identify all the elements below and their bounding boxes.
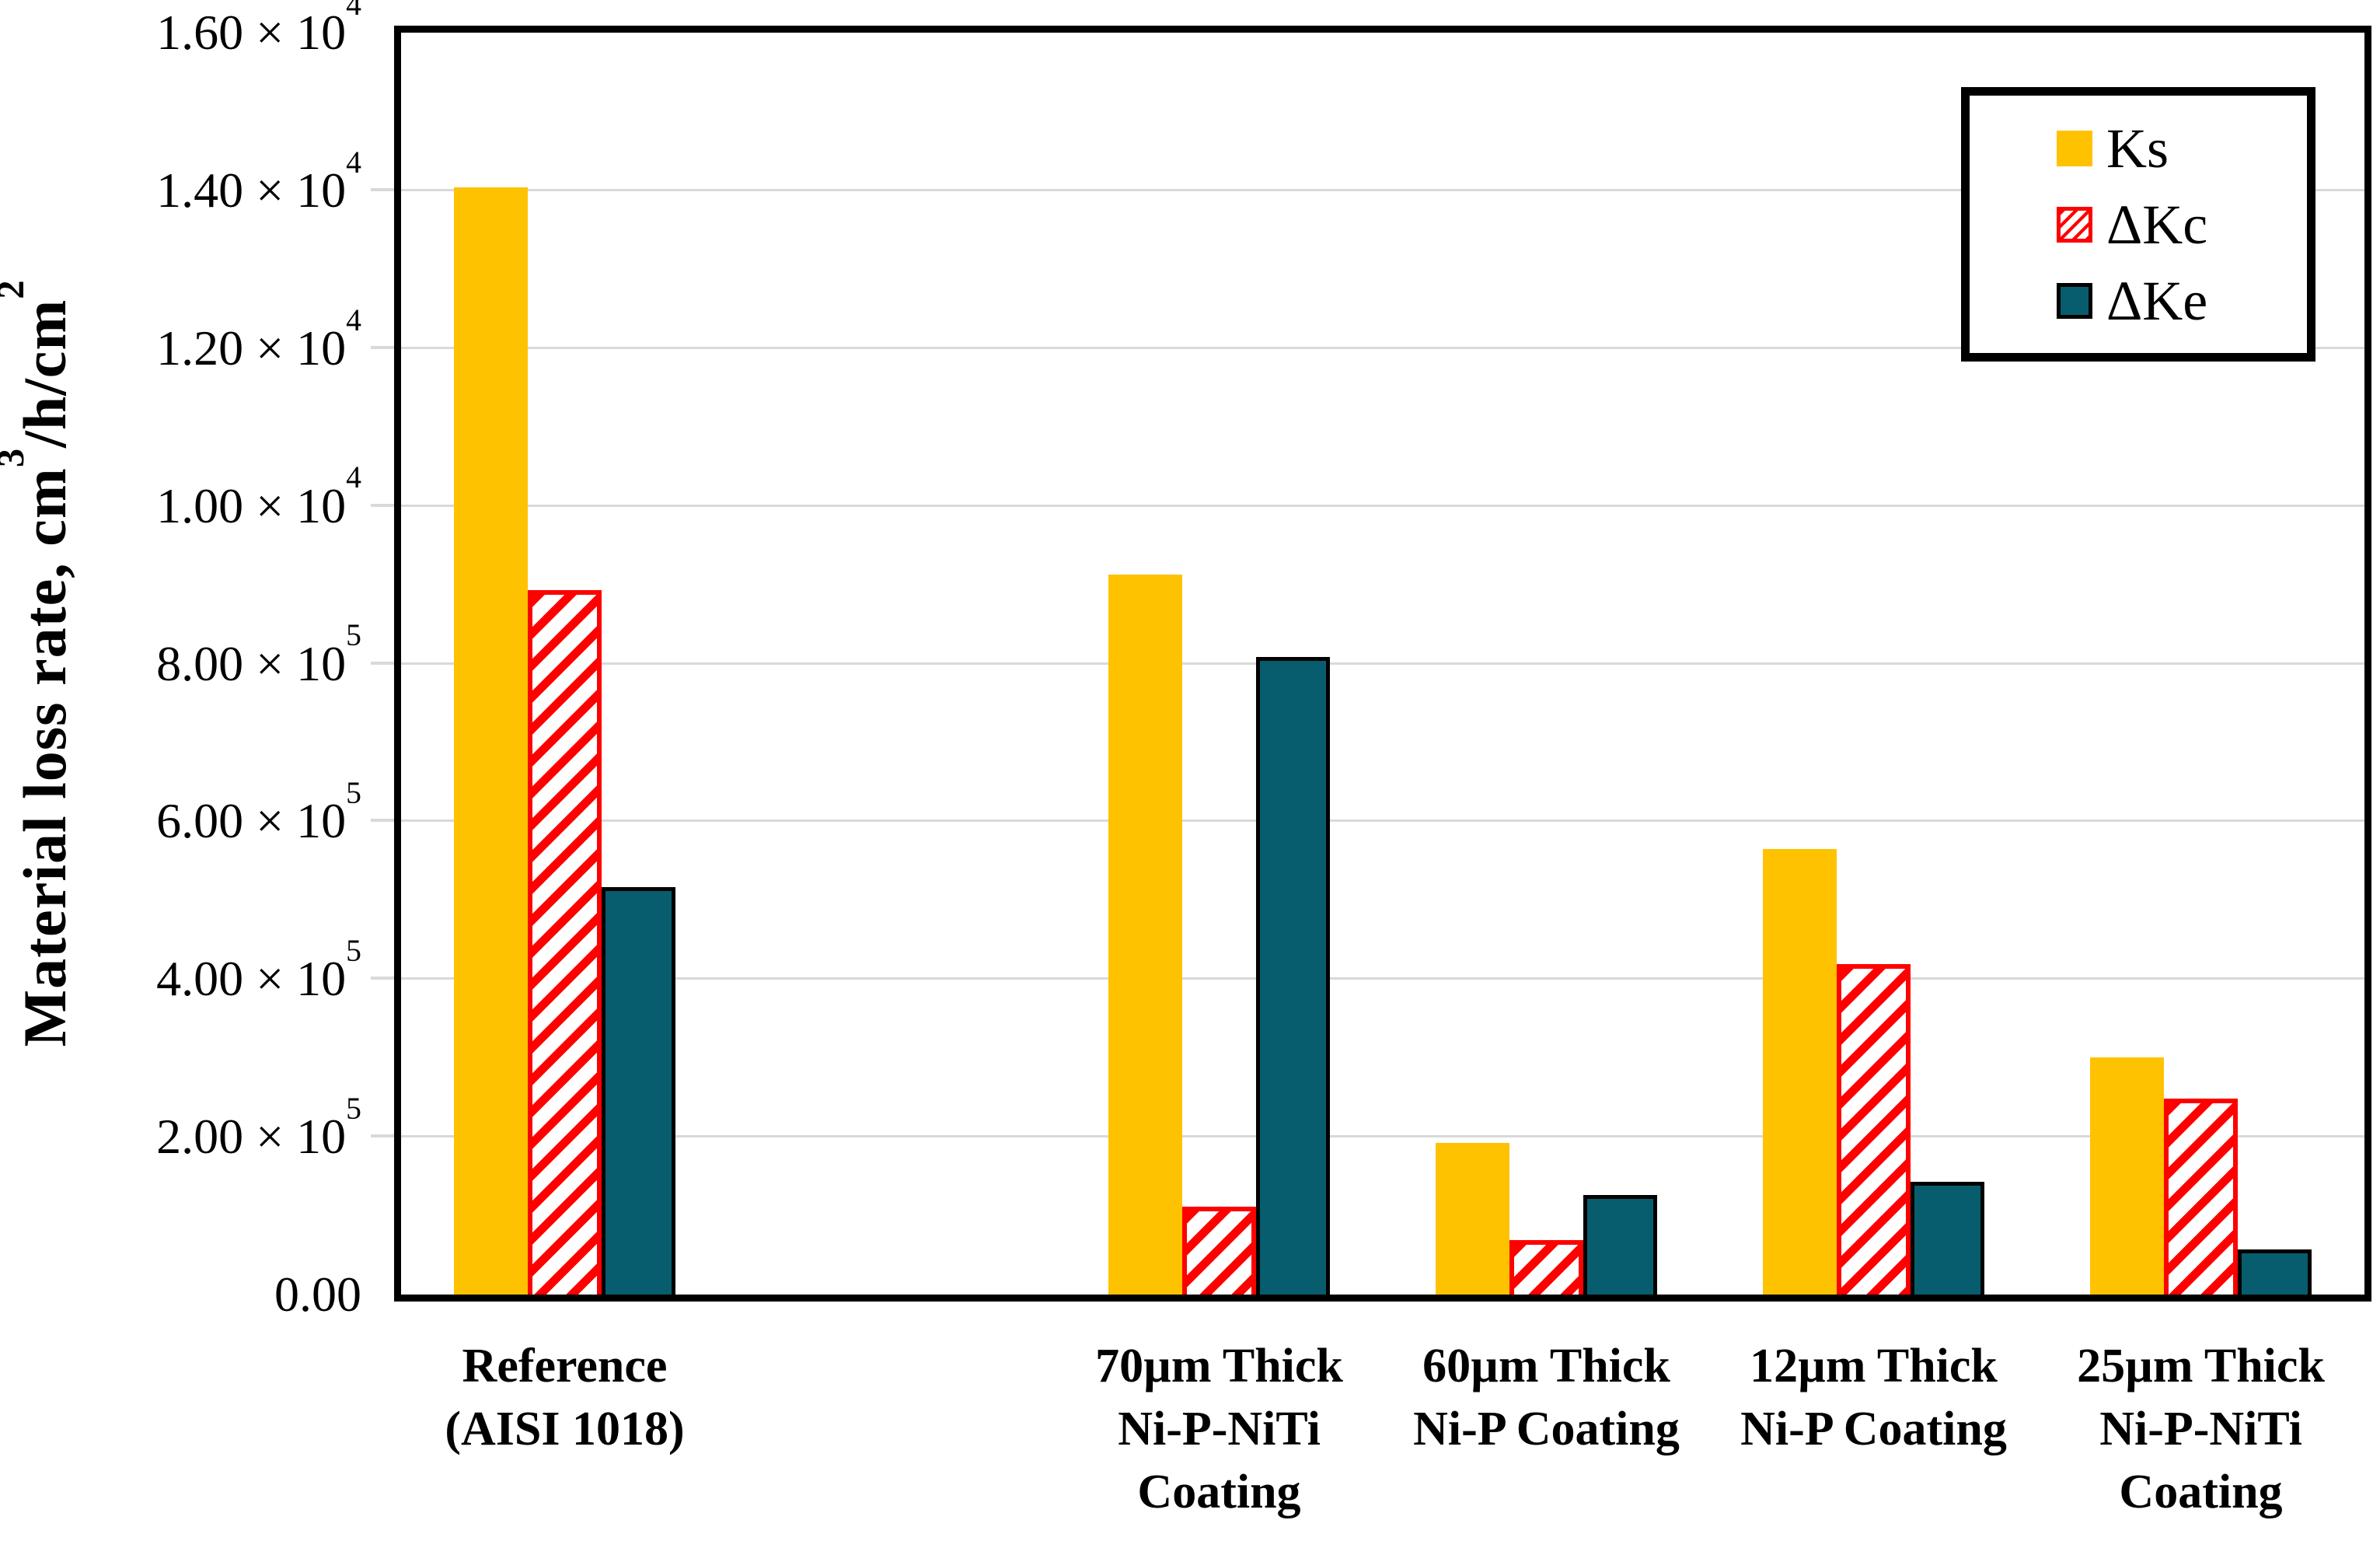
legend-swatch-Ks [2057,130,2092,166]
y-tick-mark [371,503,394,507]
x-category-label-line: Ni-P-NiTi [1118,1403,1321,1455]
x-category-label-line: (AISI 1018) [445,1403,685,1455]
bar-ΔKc-25um-ni-p-niti [2164,1099,2238,1295]
x-category-label-line: 60µm Thick [1422,1340,1670,1392]
y-tick-label: 1.00 × 104 [156,460,361,533]
plot-area [371,26,2371,1302]
legend-swatch-ΔKe [2057,282,2092,319]
x-category-label-line: Ni-P Coating [1740,1403,2007,1455]
bar-Ks-12um-ni-p [1763,848,1837,1295]
legend-item-ΔKc: ΔKc [2057,197,2307,253]
y-tick-mark [371,345,394,349]
bar-ΔKc-12um-ni-p [1837,963,1911,1295]
y-tick-mark [371,187,394,191]
bar-ΔKe-70um-ni-p-niti [1256,657,1330,1295]
bar-ΔKc-70um-ni-p-niti [1182,1207,1256,1295]
bar-ΔKe-12um-ni-p [1911,1181,1984,1295]
gridline-y-12000 [401,346,2364,349]
gridline-y-14000 [401,188,2364,191]
y-tick-label: 2.00 × 105 [156,1091,361,1165]
x-category-label-line: Ni-P-NiTi [2099,1403,2302,1455]
gridline-y-6000 [401,819,2364,823]
x-category-label-line: Coating [2119,1466,2283,1518]
y-tick-label: 0.00 [274,1267,361,1322]
legend-item-ΔKe: ΔKe [2057,273,2307,329]
bar-Ks-60um-ni-p [1436,1143,1509,1295]
bar-Ks-25um-ni-p-niti [2090,1057,2164,1295]
x-category-label-line: Reference [462,1340,668,1392]
legend: Ks ΔKc ΔKe [1961,87,2315,362]
y-tick-label: 1.60 × 104 [156,0,361,60]
gridline-y-4000 [401,977,2364,980]
legend-swatch-ΔKc [2057,206,2092,243]
y-tick-mark [371,977,394,980]
y-tick-label: 4.00 × 105 [156,934,361,1007]
gridline-y-8000 [401,662,2364,665]
x-category-label-reference-aisi-1018: Reference (AISI 1018) [401,1335,728,1461]
y-tick-mark [371,1134,394,1138]
bar-ΔKe-25um-ni-p-niti [2238,1249,2312,1295]
gridline-y-2000 [401,1135,2364,1138]
gridline-y-10000 [401,504,2364,507]
bar-Ks-reference-aisi-1018 [454,187,528,1295]
bar-Ks-70um-ni-p-niti [1108,574,1182,1295]
x-category-label-line: Coating [1137,1466,1301,1518]
legend-label-ΔKe: ΔKe [2106,269,2208,332]
x-category-label-70um-ni-p-niti: 70µm Thick Ni-P-NiTi Coating [1056,1335,1383,1524]
x-category-label-line: 25µm Thick [2077,1340,2325,1392]
bar-ΔKc-reference-aisi-1018 [528,590,602,1295]
legend-item-Ks: Ks [2057,121,2307,176]
x-category-label-line: Ni-P Coating [1413,1403,1680,1455]
y-tick-label: 8.00 × 105 [156,618,361,691]
x-category-label-line: 12µm Thick [1750,1340,1998,1392]
y-tick-label: 1.40 × 104 [156,145,361,218]
bar-ΔKe-reference-aisi-1018 [602,886,675,1295]
legend-label-Ks: Ks [2106,117,2169,180]
legend-label-ΔKc: ΔKc [2106,193,2208,256]
x-category-label-60um-ni-p: 60µm Thick Ni-P Coating [1383,1335,1710,1461]
y-tick-mark [371,819,394,823]
x-category-label-line: 70µm Thick [1095,1340,1343,1392]
x-category-label-25um-ni-p-niti: 25µm Thick Ni-P-NiTi Coating [2037,1335,2364,1524]
bar-ΔKe-60um-ni-p [1583,1195,1657,1295]
x-category-label-12um-ni-p: 12µm Thick Ni-P Coating [1710,1335,2037,1461]
bar-ΔKc-60um-ni-p [1509,1240,1583,1295]
y-tick-mark [371,661,394,665]
y-tick-label: 6.00 × 105 [156,776,361,849]
y-tick-label: 1.20 × 104 [156,302,361,376]
